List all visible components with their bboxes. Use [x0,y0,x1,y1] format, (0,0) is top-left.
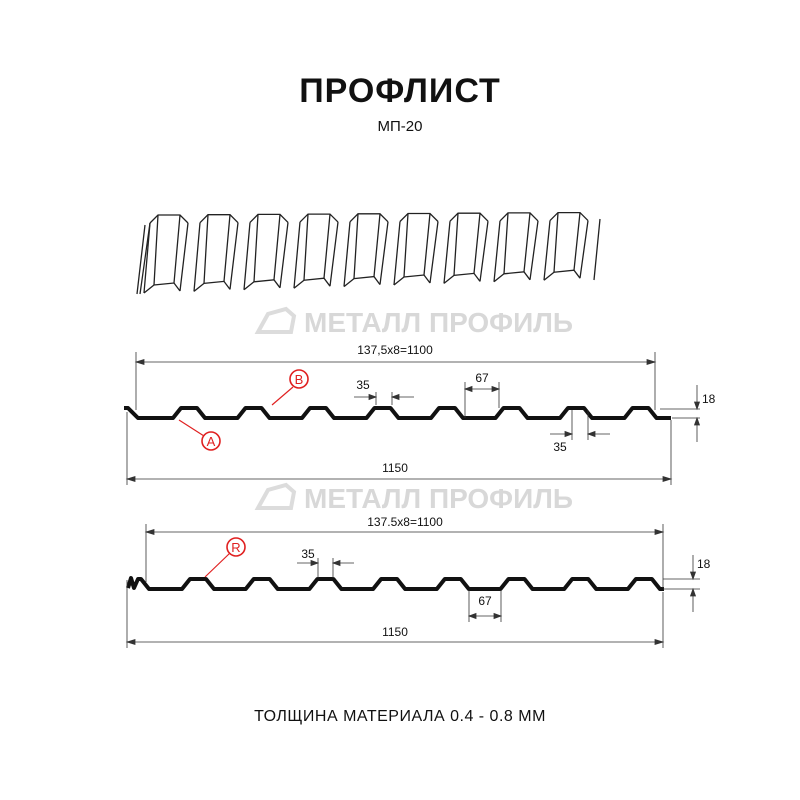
profile-2-height-label: 18 [697,557,711,571]
profile-2-total-label: 1150 [382,625,408,639]
profile-1-span-label: 137,5x8=1100 [357,343,433,357]
material-thickness-note: ТОЛЩИНА МАТЕРИАЛА 0.4 - 0.8 ММ [254,708,546,725]
model-subtitle: МП-20 [377,118,423,135]
profile-2-pitch-label: 67 [478,594,492,608]
profile-1-line [124,406,671,420]
marker-b: B [295,372,304,387]
profile-1: 137,5x8=1100 1150 35 67 35 18 A B [124,343,716,485]
profile-1-total-label: 1150 [382,461,408,475]
profile-2-span-label: 137.5x8=1100 [367,515,443,529]
profile-1-pitch-label: 67 [475,371,489,385]
profile-1-height-label: 18 [702,392,716,406]
marker-r: R [231,540,240,555]
marker-a: A [207,434,216,449]
profile-1-rib-top-label: 35 [356,378,370,392]
page-title: ПРОФЛИСТ [299,72,501,110]
sheet-3d-view [136,211,601,295]
profile-2-line [126,576,664,591]
profile-2: 137.5x8=1100 1150 35 67 18 R [125,515,711,648]
profile-2-rib-top-label: 35 [301,547,315,561]
watermark-text: МЕТАЛЛ ПРОФИЛЬ [304,307,573,338]
watermark-text: МЕТАЛЛ ПРОФИЛЬ [304,483,573,514]
profile-1-rib-bottom-label: 35 [553,440,567,454]
watermark-logo: МЕТАЛЛ ПРОФИЛЬ МЕТАЛЛ ПРОФИЛЬ [254,306,573,514]
